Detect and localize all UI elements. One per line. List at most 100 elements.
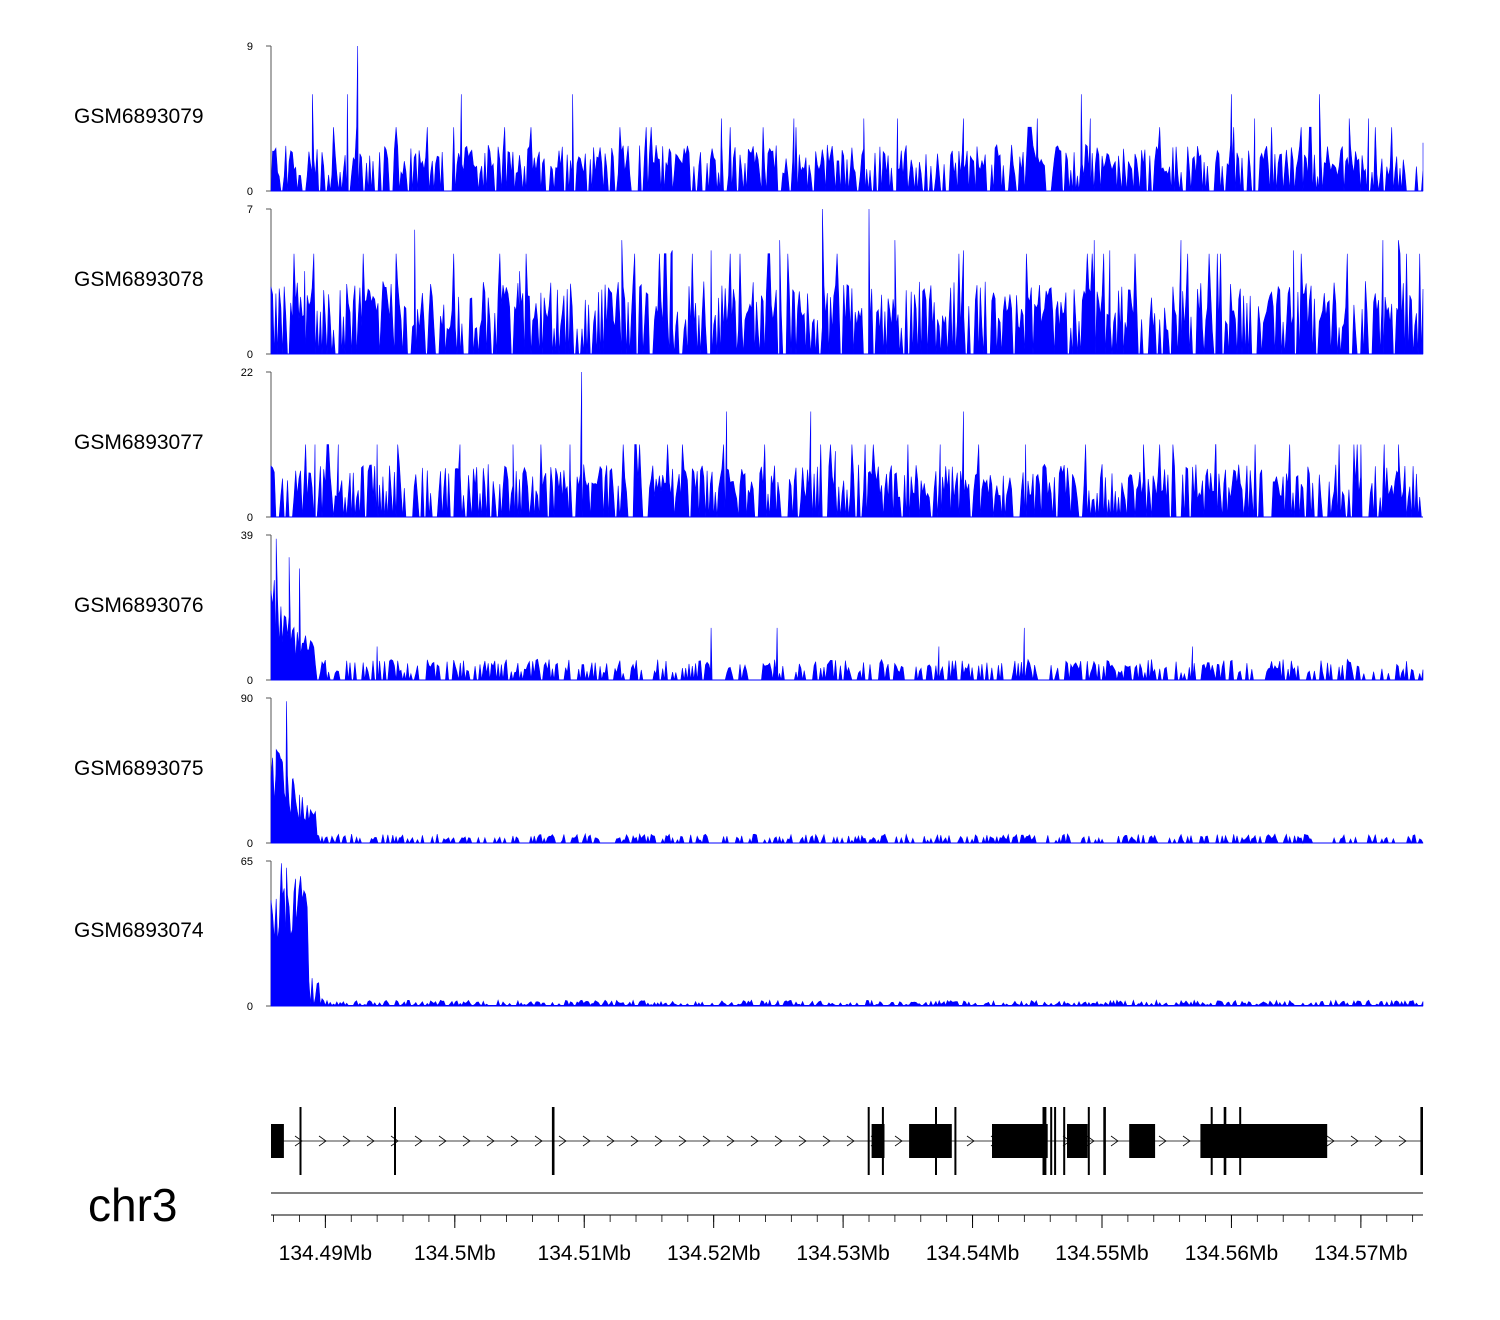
chromosome-label: chr3 <box>88 1179 178 1231</box>
y-tick-label-max: 39 <box>241 530 253 542</box>
strand-arrow <box>510 1135 519 1147</box>
strand-arrow <box>654 1135 663 1147</box>
axis-tick-label: 134.57Mb <box>1314 1242 1407 1265</box>
strand-arrow <box>774 1135 783 1147</box>
exon <box>935 1107 937 1175</box>
track-gsm6893079: 90 <box>247 41 1424 198</box>
axis-tick-label: 134.53Mb <box>796 1242 889 1265</box>
y-tick-label-min: 0 <box>247 349 253 361</box>
track-gsm6893076: 39 0 <box>241 530 1424 687</box>
strand-arrow <box>1326 1135 1335 1147</box>
strand-arrow <box>1110 1135 1119 1147</box>
track-label-gsm6893079: GSM6893079 <box>74 105 204 128</box>
track-gsm6893074: 65 0 <box>241 856 1424 1013</box>
y-tick-label-min: 0 <box>247 838 253 850</box>
strand-arrow <box>414 1135 423 1147</box>
track-gsm6893077: 22 0 <box>241 367 1423 524</box>
strand-arrow <box>606 1135 615 1147</box>
strand-arrow <box>630 1135 639 1147</box>
y-tick-label-min: 0 <box>247 512 253 524</box>
track-label-gsm6893074: GSM6893074 <box>74 919 204 942</box>
axis-tick-label: 134.49Mb <box>279 1242 372 1265</box>
strand-arrow <box>1350 1135 1359 1147</box>
exon <box>871 1124 885 1158</box>
strand-arrow <box>318 1135 327 1147</box>
strand-arrow <box>966 1135 975 1147</box>
exon <box>1063 1107 1066 1175</box>
exon <box>909 1124 952 1158</box>
strand-arrow <box>894 1135 903 1147</box>
track-gsm6893078: 70 <box>247 204 1424 361</box>
strand-arrow <box>846 1135 855 1147</box>
strand-arrow <box>366 1135 375 1147</box>
y-tick-label-min: 0 <box>247 1001 253 1013</box>
coverage-area <box>270 863 1424 1007</box>
coverage-area <box>270 701 1424 845</box>
exon <box>867 1107 870 1175</box>
y-tick-label-max: 7 <box>247 204 253 216</box>
gene-model-track <box>271 1107 1423 1175</box>
strand-arrow <box>678 1135 687 1147</box>
strand-arrow <box>342 1135 351 1147</box>
exon <box>1050 1107 1053 1175</box>
strand-arrow <box>798 1135 807 1147</box>
exon <box>1042 1107 1047 1175</box>
exon <box>954 1107 957 1175</box>
exon <box>1239 1107 1242 1175</box>
exon <box>271 1124 284 1158</box>
strand-arrow <box>1374 1135 1383 1147</box>
coverage-area <box>270 371 1423 518</box>
y-tick-label-max: 65 <box>241 856 253 868</box>
track-label-gsm6893078: GSM6893078 <box>74 268 204 291</box>
strand-arrow <box>750 1135 759 1147</box>
axis-tick-label: 134.52Mb <box>667 1242 760 1265</box>
strand-arrow <box>1158 1135 1167 1147</box>
exon <box>1223 1107 1227 1175</box>
strand-arrow <box>390 1135 399 1147</box>
track-label-gsm6893076: GSM6893076 <box>74 594 204 617</box>
exon <box>394 1107 396 1175</box>
genome-axis: 134.49Mb 134.5Mb 134.51Mb 134.52Mb 134.53Mb 1… <box>271 1192 1423 1265</box>
exon <box>881 1107 884 1175</box>
strand-arrow <box>1182 1135 1191 1147</box>
strand-arrow <box>486 1135 495 1147</box>
track-gsm6893075: 90 0 <box>241 693 1424 850</box>
exon <box>1420 1107 1423 1175</box>
exon <box>1087 1107 1090 1175</box>
strand-arrow <box>1398 1135 1407 1147</box>
exon <box>1103 1107 1106 1175</box>
track-label-gsm6893077: GSM6893077 <box>74 431 204 454</box>
strand-arrow <box>726 1135 735 1147</box>
strand-arrow <box>294 1135 303 1147</box>
strand-arrow <box>822 1135 831 1147</box>
y-tick-label-max: 22 <box>241 367 253 379</box>
y-tick-label-max: 9 <box>247 41 253 53</box>
y-tick-label-min: 0 <box>247 675 253 687</box>
exon <box>551 1107 555 1175</box>
axis-tick-label: 134.56Mb <box>1185 1242 1278 1265</box>
exon <box>1129 1124 1156 1158</box>
strand-arrow <box>462 1135 471 1147</box>
track-label-gsm6893075: GSM6893075 <box>74 757 204 780</box>
coverage-area <box>270 45 1424 192</box>
exon <box>1210 1107 1213 1175</box>
axis-tick-label: 134.51Mb <box>538 1242 631 1265</box>
y-tick-label-max: 90 <box>241 693 253 705</box>
axis-tick-label: 134.54Mb <box>926 1242 1019 1265</box>
y-tick-label-min: 0 <box>247 186 253 198</box>
axis-tick-label: 134.5Mb <box>414 1242 496 1265</box>
exon <box>299 1107 302 1175</box>
exon <box>1054 1107 1057 1175</box>
strand-arrow <box>702 1135 711 1147</box>
strand-arrow <box>582 1135 591 1147</box>
exon <box>1067 1124 1088 1158</box>
strand-arrow <box>438 1135 447 1147</box>
strand-arrow <box>534 1135 543 1147</box>
strand-arrow <box>558 1135 567 1147</box>
exon <box>1200 1124 1328 1158</box>
exon <box>992 1124 1048 1158</box>
coverage-area <box>270 208 1424 355</box>
axis-tick-label: 134.55Mb <box>1055 1242 1148 1265</box>
